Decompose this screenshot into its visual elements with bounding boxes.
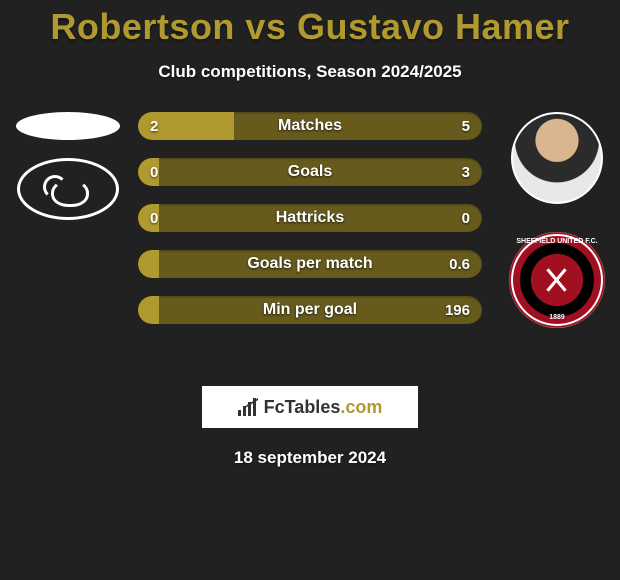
club-left-badge <box>17 158 119 220</box>
player-left-column <box>8 112 128 220</box>
stat-row-goals-per-match: Goals per match 0.6 <box>138 250 482 278</box>
stat-right-value: 196 <box>445 296 470 324</box>
player-right-column: SHEFFIELD UNITED F.C. 1889 <box>502 112 612 328</box>
logo-text: FcTables.com <box>264 397 383 418</box>
stat-label: Goals <box>138 158 482 186</box>
stat-label: Goals per match <box>138 250 482 278</box>
club-right-year: 1889 <box>509 314 605 321</box>
stat-row-goals: 0 Goals 3 <box>138 158 482 186</box>
stat-right-value: 5 <box>462 112 470 140</box>
stat-row-matches: 2 Matches 5 <box>138 112 482 140</box>
club-right-name: SHEFFIELD UNITED F.C. <box>509 238 605 245</box>
stat-label: Min per goal <box>138 296 482 324</box>
club-right-badge: SHEFFIELD UNITED F.C. 1889 <box>509 232 605 328</box>
stat-bars: 2 Matches 5 0 Goals 3 0 Hattricks 0 Goal… <box>138 112 482 324</box>
stat-row-min-per-goal: Min per goal 196 <box>138 296 482 324</box>
logo-text-suf: .com <box>340 397 382 417</box>
crossed-swords-icon <box>542 265 572 295</box>
page-title: Robertson vs Gustavo Hamer <box>0 0 620 48</box>
player-left-avatar-placeholder <box>16 112 120 140</box>
stat-label: Hattricks <box>138 204 482 232</box>
stat-label: Matches <box>138 112 482 140</box>
player-right-avatar <box>511 112 603 204</box>
logo-text-pre: FcTables <box>264 397 341 417</box>
fctables-logo[interactable]: FcTables.com <box>202 386 418 428</box>
ram-icon <box>45 169 91 209</box>
comparison-panel: SHEFFIELD UNITED F.C. 1889 2 Matches 5 0… <box>0 112 620 372</box>
date-label: 18 september 2024 <box>0 448 620 468</box>
stat-right-value: 3 <box>462 158 470 186</box>
stat-right-value: 0 <box>462 204 470 232</box>
stat-row-hattricks: 0 Hattricks 0 <box>138 204 482 232</box>
stat-right-value: 0.6 <box>449 250 470 278</box>
bar-chart-icon <box>238 398 260 416</box>
subtitle: Club competitions, Season 2024/2025 <box>0 62 620 82</box>
